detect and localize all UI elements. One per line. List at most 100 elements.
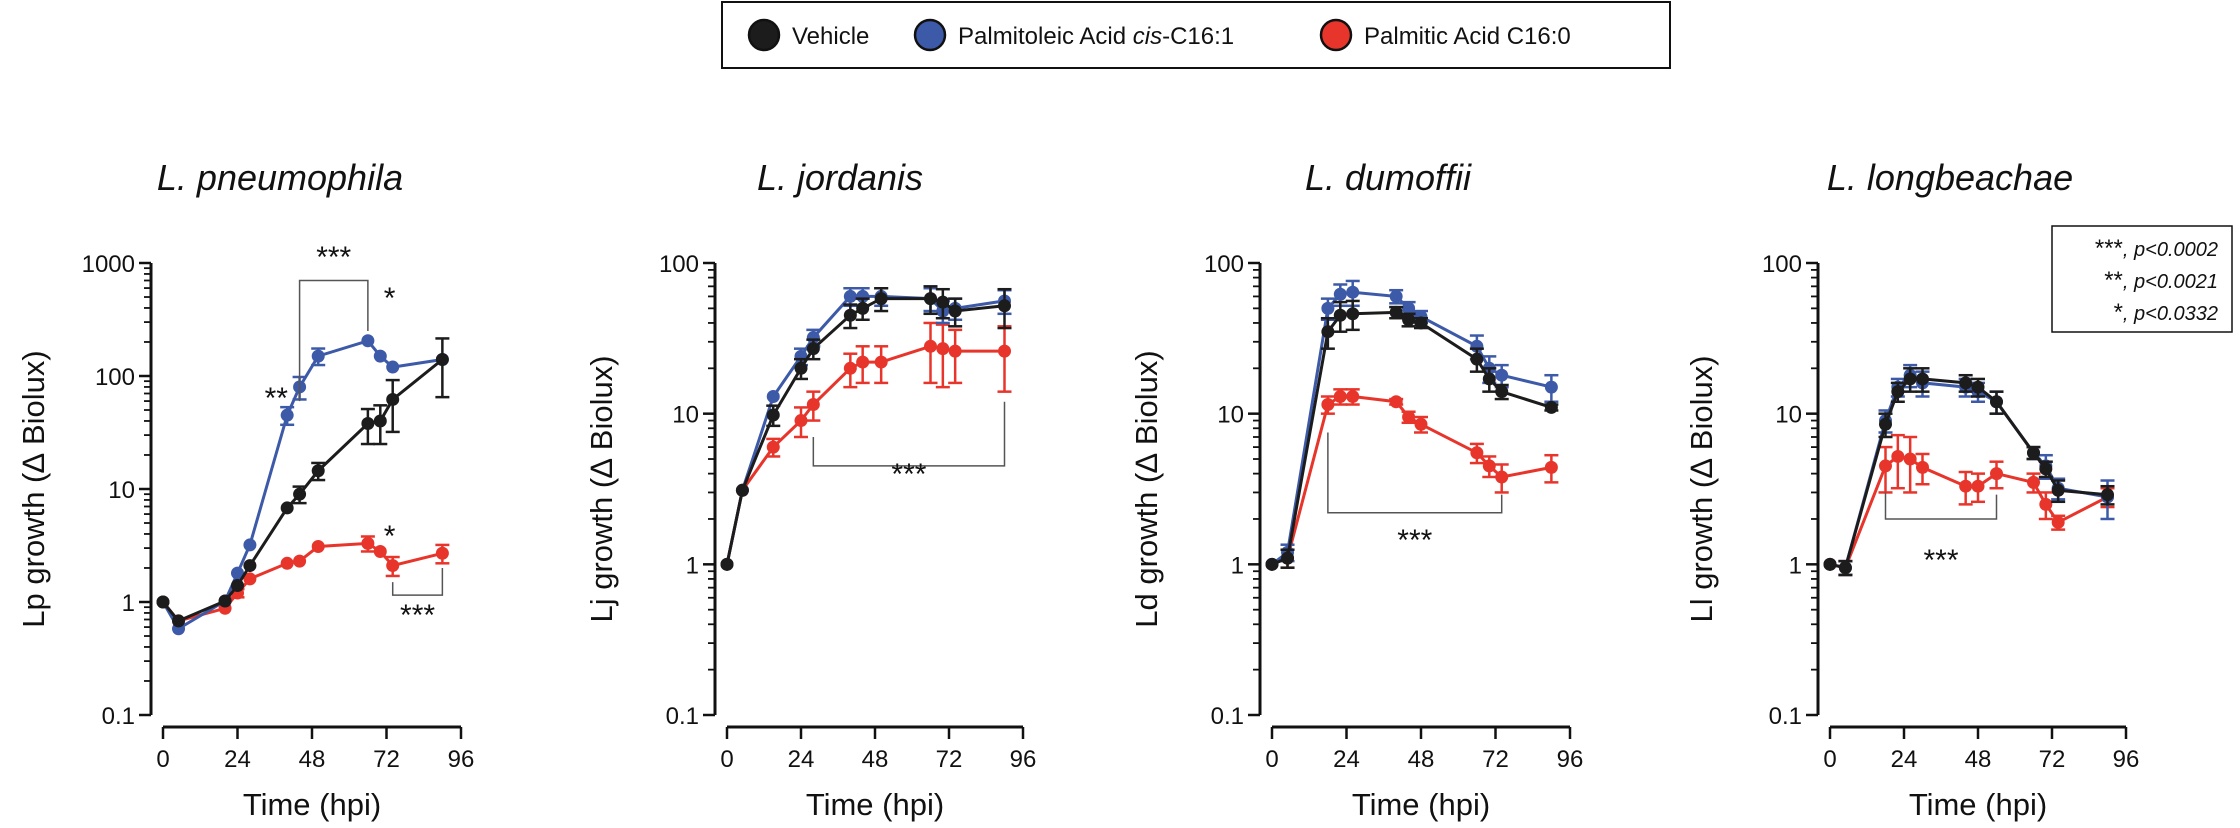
legend-label-vehicle: Vehicle bbox=[792, 23, 869, 50]
y-tick-label: 1 bbox=[686, 552, 699, 579]
x-axis-label: Time (hpi) bbox=[243, 787, 381, 822]
significance-row-1: ***, p<0.0002 bbox=[2095, 235, 2218, 262]
data-point bbox=[1990, 395, 2003, 409]
y-axis-label: Ll growth (∆ Biolux) bbox=[1684, 355, 1719, 622]
data-point bbox=[766, 389, 780, 403]
data-point bbox=[218, 594, 232, 608]
data-point bbox=[1495, 385, 1509, 399]
chart-title: L. jordanis bbox=[757, 157, 923, 198]
data-point bbox=[936, 342, 950, 356]
x-tick-label: 48 bbox=[1965, 746, 1992, 773]
data-point bbox=[843, 308, 857, 322]
data-point bbox=[1903, 452, 1917, 466]
x-tick-label: 96 bbox=[448, 746, 475, 773]
data-point bbox=[1959, 479, 1973, 493]
data-point bbox=[936, 295, 950, 309]
x-tick-label: 48 bbox=[299, 746, 326, 773]
x-tick-label: 96 bbox=[1010, 746, 1037, 773]
series-palmitic-acid-c16-0 bbox=[1823, 433, 2115, 577]
data-point bbox=[293, 487, 307, 501]
data-point bbox=[1990, 467, 2003, 481]
chart-title: L. dumoffii bbox=[1305, 157, 1472, 198]
data-point bbox=[435, 352, 449, 366]
y-tick-label: 1 bbox=[1789, 552, 1802, 579]
y-tick-label: 0.1 bbox=[666, 703, 699, 730]
data-point bbox=[2027, 475, 2040, 489]
data-point bbox=[243, 538, 257, 552]
y-tick-label: 100 bbox=[1762, 251, 1802, 278]
data-point bbox=[1321, 325, 1335, 339]
significance-label: *** bbox=[400, 599, 435, 632]
data-point bbox=[766, 408, 780, 422]
data-point bbox=[386, 360, 400, 374]
data-point bbox=[1333, 389, 1347, 403]
data-point bbox=[156, 595, 170, 609]
y-tick-label: 100 bbox=[1204, 251, 1244, 278]
y-axis-label: Lj growth (∆ Biolux) bbox=[584, 355, 619, 622]
y-axis-label: Lp growth (∆ Biolux) bbox=[16, 350, 51, 627]
data-point bbox=[1971, 380, 1985, 394]
y-tick-label: 0.1 bbox=[102, 703, 135, 730]
data-point bbox=[311, 539, 325, 553]
significance-row-3: *, p<0.0332 bbox=[2114, 299, 2218, 326]
data-point bbox=[172, 614, 186, 628]
x-tick-label: 24 bbox=[1891, 746, 1918, 773]
data-point bbox=[293, 554, 307, 568]
significance-label: * bbox=[384, 520, 396, 553]
y-tick-label: 10 bbox=[1217, 402, 1244, 429]
data-point bbox=[386, 559, 400, 573]
data-point bbox=[806, 342, 820, 356]
legend-label-palmitic: Palmitic Acid C16:0 bbox=[1364, 23, 1571, 50]
y-tick-label: 100 bbox=[95, 364, 135, 391]
data-point bbox=[2039, 462, 2053, 476]
data-point bbox=[924, 292, 937, 306]
data-point bbox=[373, 414, 387, 428]
data-point bbox=[1389, 289, 1403, 303]
significance-legend-box bbox=[2051, 225, 2233, 333]
chart-panel-3: L. dumoffii Ld growth (∆ Biolux) Time (hpi… bbox=[1129, 157, 1583, 822]
chart-title: L. pneumophila bbox=[157, 157, 403, 198]
y-tick-label: 0.1 bbox=[1211, 703, 1244, 730]
data-point bbox=[361, 334, 375, 348]
data-point bbox=[2027, 446, 2040, 460]
data-point bbox=[794, 361, 808, 375]
x-axis-label: Time (hpi) bbox=[1352, 787, 1490, 822]
data-point bbox=[856, 301, 870, 315]
significance-label: *** bbox=[1397, 524, 1432, 557]
series-palmitoleic-acid-cis-c16-1 bbox=[1823, 363, 2115, 577]
data-point bbox=[948, 344, 962, 358]
x-tick-label: 24 bbox=[788, 746, 815, 773]
series-vehicle bbox=[720, 285, 1012, 571]
significance-bracket bbox=[812, 401, 1006, 467]
chart-title: L. longbeachae bbox=[1827, 157, 2073, 198]
data-point bbox=[1879, 417, 1892, 431]
data-point bbox=[1389, 305, 1403, 319]
chart-panel-4: L. longbeachae Ll growth (∆ Biolux) Time (… bbox=[1684, 157, 2139, 822]
data-point bbox=[1402, 313, 1416, 327]
data-point bbox=[311, 464, 325, 478]
data-point bbox=[1482, 372, 1496, 386]
y-tick-label: 1000 bbox=[82, 251, 135, 278]
data-point bbox=[1823, 557, 1837, 571]
legend-marker-palmitoleic bbox=[913, 18, 947, 52]
data-point bbox=[1414, 417, 1428, 431]
data-point bbox=[843, 361, 857, 375]
x-tick-label: 72 bbox=[936, 746, 963, 773]
significance-label: *** bbox=[891, 458, 926, 491]
chart-panel-2: L. jordanis Lj growth (∆ Biolux) Time (hpi… bbox=[584, 157, 1036, 822]
data-point bbox=[806, 398, 820, 412]
series-palmitoleic-acid-cis-c16-1 bbox=[720, 286, 1012, 571]
y-tick-label: 10 bbox=[1775, 402, 1802, 429]
data-point bbox=[1544, 380, 1558, 394]
data-point bbox=[735, 483, 749, 497]
series-palmitic-acid-c16-0 bbox=[720, 321, 1012, 571]
data-point bbox=[998, 344, 1011, 358]
data-point bbox=[1916, 372, 1929, 386]
data-point bbox=[1265, 557, 1279, 571]
data-point bbox=[386, 392, 400, 406]
significance-bracket bbox=[391, 567, 444, 596]
data-point bbox=[843, 289, 857, 303]
data-point bbox=[2039, 497, 2053, 511]
data-point bbox=[1495, 368, 1509, 382]
x-tick-label: 0 bbox=[1265, 746, 1278, 773]
